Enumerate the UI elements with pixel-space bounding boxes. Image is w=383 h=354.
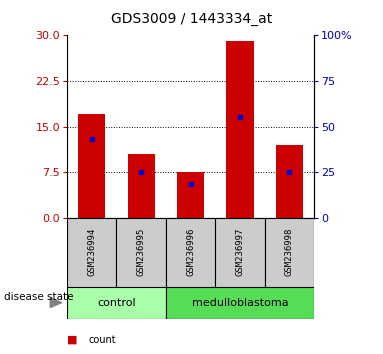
Text: ■: ■ <box>67 335 77 345</box>
Bar <box>177 172 204 218</box>
Point <box>88 136 95 142</box>
Bar <box>166 287 314 319</box>
Text: control: control <box>97 298 136 308</box>
Point <box>286 169 293 175</box>
Point <box>188 182 194 187</box>
Text: GSM236995: GSM236995 <box>137 228 146 276</box>
Bar <box>67 218 116 287</box>
Text: GSM236998: GSM236998 <box>285 228 294 276</box>
Text: count: count <box>88 335 116 345</box>
Text: GDS3009 / 1443334_at: GDS3009 / 1443334_at <box>111 12 272 27</box>
Point <box>237 115 243 120</box>
Point <box>138 169 144 175</box>
Bar <box>215 218 265 287</box>
Bar <box>226 41 254 218</box>
Bar <box>128 154 155 218</box>
Polygon shape <box>50 298 62 307</box>
Bar <box>276 145 303 218</box>
Text: disease state: disease state <box>4 292 73 302</box>
Bar <box>265 218 314 287</box>
Text: medulloblastoma: medulloblastoma <box>192 298 288 308</box>
Bar <box>67 287 166 319</box>
Bar <box>166 218 215 287</box>
Text: GSM236994: GSM236994 <box>87 228 96 276</box>
Text: GSM236997: GSM236997 <box>236 228 244 276</box>
Bar <box>78 114 105 218</box>
Bar <box>116 218 166 287</box>
Text: GSM236996: GSM236996 <box>186 228 195 276</box>
